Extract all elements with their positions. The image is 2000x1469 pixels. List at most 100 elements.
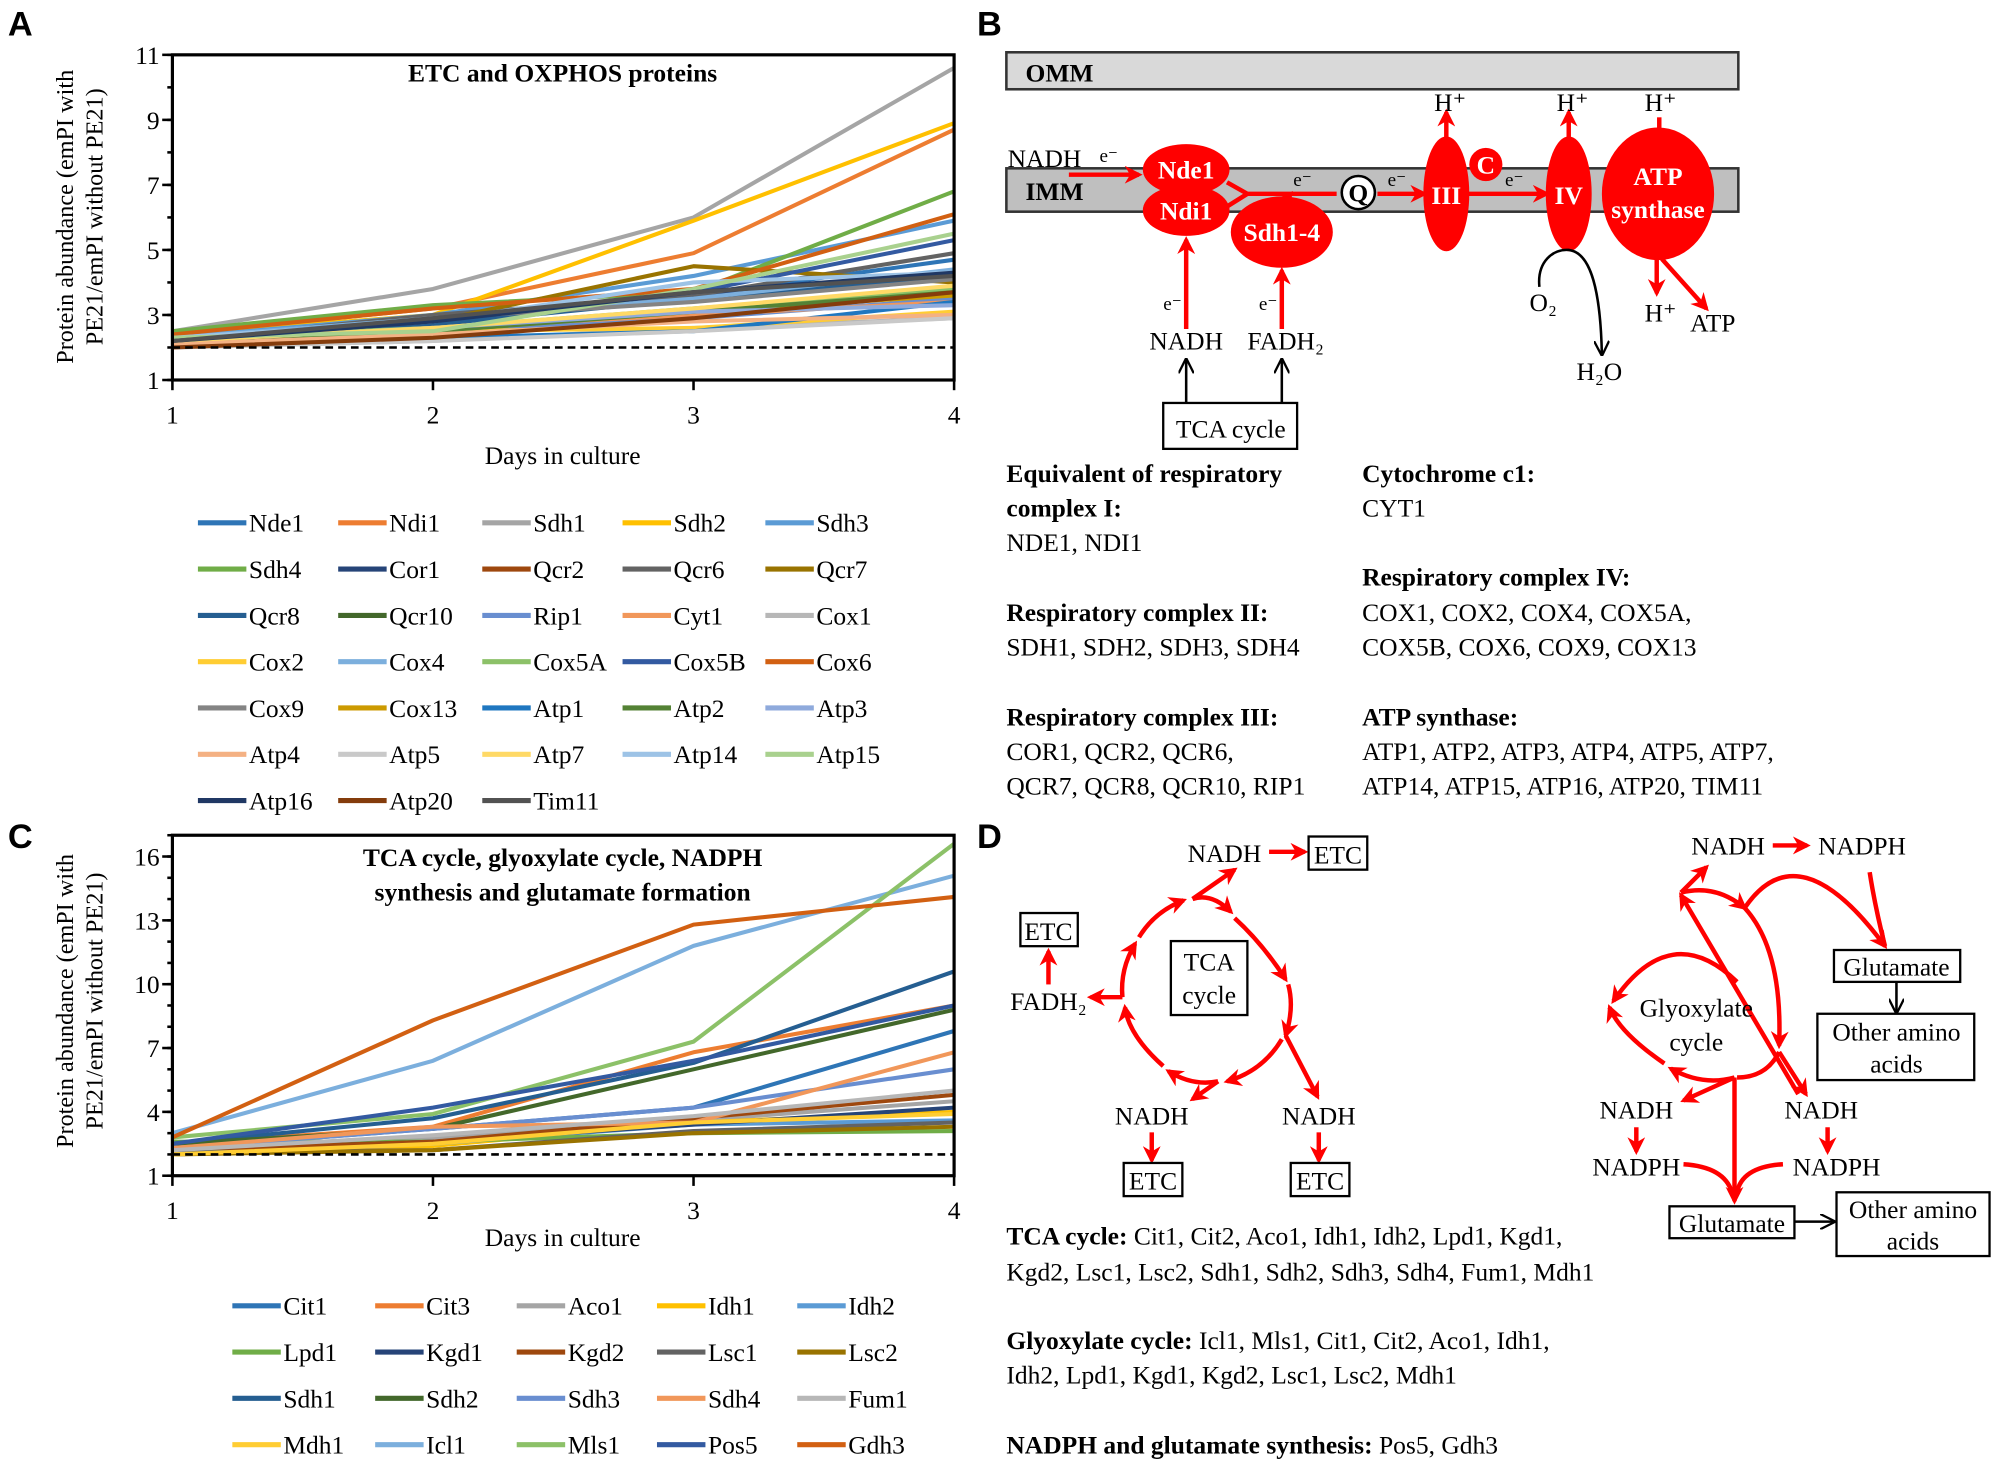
panel-b-protein-lists: Equivalent of respiratory complex I: NDE… (1006, 459, 1773, 800)
chart-a-series-atp15 (172, 231, 955, 340)
chart-c-series-fum1 (172, 1088, 955, 1153)
chart-c-legend-item: Lpd1 (232, 1338, 337, 1367)
proton-label: H⁺ (1645, 298, 1677, 327)
chart-c-legend-item: Sdh1 (232, 1384, 336, 1413)
chart-c-legend-item: Mdh1 (232, 1431, 344, 1460)
chart-a-x-tick-label: 2 (427, 400, 440, 429)
proton-label: H⁺ (1645, 88, 1677, 117)
chart-c-legend-item: Gdh3 (797, 1431, 905, 1460)
chart-c-legend-item: Lsc2 (797, 1338, 898, 1367)
nadh-label: NADH (1784, 1095, 1858, 1124)
glutamate-label: Glutamate (1843, 953, 1949, 982)
glyox-arc (1743, 906, 1789, 1050)
complex-iii-heading: Respiratory complex III: (1006, 703, 1278, 732)
chart-a-legend-item: Atp4 (197, 740, 300, 769)
chart-c-title-line1: TCA cycle, glyoxylate cycle, NADPH (363, 843, 763, 872)
chart-c-series-gdh3 (171, 894, 955, 1140)
chart-c-legend-label: Idh2 (848, 1292, 895, 1321)
chart-c-legend-item: Mls1 (516, 1431, 620, 1460)
other-amino-label: acids (1887, 1227, 1939, 1256)
arrow-to-glutamate (1742, 873, 1888, 950)
omm-membrane (1005, 51, 1740, 91)
chart-a-legend-item: Atp7 (482, 740, 585, 769)
c-label: C (1477, 150, 1495, 179)
imm-label: IMM (1026, 177, 1084, 206)
chart-a-legend-label: Cox5B (674, 648, 746, 677)
arrow-to-nadh (1283, 1034, 1320, 1100)
chart-c-legend-label: Kgd2 (568, 1338, 625, 1367)
chart-a-legend-label: Nde1 (249, 509, 304, 538)
chart-a-legend-item: Cor1 (338, 555, 440, 584)
q-label: Q (1348, 178, 1368, 207)
chart-a-legend-item: Cox13 (338, 694, 457, 723)
tca-label: TCA (1184, 947, 1236, 976)
complex-iii-list: COR1, QCR2, QCR6, (1006, 737, 1233, 766)
glyoxylate-list: Icl1, Mls1, Cit1, Cit2, Aco1, Idh1, (1193, 1326, 1550, 1355)
chart-a-legend-item: Atp5 (338, 740, 440, 769)
chart-a-legend-item: Atp14 (622, 740, 738, 769)
complex-iv-list: COX1, COX2, COX4, COX5A, (1362, 598, 1691, 627)
chart-a-legend-label: Qcr6 (674, 555, 725, 584)
o2-label: O₂ (1530, 288, 1557, 317)
chart-a-y-tick-label: 7 (147, 171, 160, 200)
complex-ii-heading: Respiratory complex II: (1006, 598, 1268, 627)
chart-a-legend-label: Atp15 (816, 740, 880, 769)
chart-a-legend-label: Rip1 (533, 601, 583, 630)
chart-a-legend-item: Sdh4 (197, 555, 302, 584)
complex-i-heading: Equivalent of respiratory (1006, 459, 1282, 488)
tca-arc (1118, 1003, 1165, 1068)
complex-i-list: NDE1, NDI1 (1006, 528, 1142, 557)
chart-a-y-tick-label: 9 (147, 106, 160, 135)
glyox-arc (1680, 888, 1748, 911)
chart-a-legend-label: Atp4 (249, 740, 300, 769)
chart-c-series-pos5 (172, 1003, 955, 1146)
chart-c-legend: Cit1 Cit3 Aco1 Idh1 Idh2 Lpd1 Kgd1 Kgd2 Lsc1 Lsc2… (232, 1292, 908, 1460)
chart-a-legend-label: Atp14 (674, 740, 738, 769)
etc-label: ETC (1129, 1167, 1177, 1196)
chart-c-x-tick-label: 2 (427, 1196, 440, 1225)
arrow-to-nadh (1777, 1050, 1808, 1098)
other-amino-label: Other amino (1849, 1195, 1977, 1224)
chart-c-legend-item: Kgd2 (516, 1338, 625, 1367)
tca-arc (1223, 1038, 1284, 1087)
tca-label: cycle (1182, 981, 1236, 1010)
chart-a-legend-item: Qcr8 (197, 601, 300, 630)
chart-c-legend-label: Gdh3 (848, 1431, 905, 1460)
chart-a-legend-item: Sdh1 (482, 509, 586, 538)
chart-a: ETC and OXPHOS proteins Days in culture … (52, 41, 961, 816)
nadh-label: NADH (1188, 839, 1262, 868)
nadh-label: NADH (1115, 1102, 1189, 1131)
chart-a-legend-item: Qcr6 (622, 555, 725, 584)
chart-a-ylabel-line2: PE21/emPI without PE21) (81, 88, 108, 345)
chart-c-legend-label: Sdh3 (568, 1384, 620, 1413)
chart-a-legend-item: Cox9 (197, 694, 304, 723)
chart-a-legend-item: Atp20 (338, 786, 453, 815)
nadh-external: NADH (1008, 144, 1082, 173)
chart-a-legend-label: Atp20 (389, 786, 453, 815)
chart-c-legend-label: Sdh4 (708, 1384, 761, 1413)
chart-a-x-tick-label: 1 (166, 400, 179, 429)
tca-cycle-label: TCA cycle (1176, 414, 1286, 443)
atp-synthase-list: ATP1, ATP2, ATP3, ATP4, ATP5, ATP7, (1362, 737, 1774, 766)
chart-c-y-tick-label: 10 (134, 970, 160, 999)
chart-a-y-tick-label: 3 (147, 301, 160, 330)
chart-c-legend-label: Lpd1 (283, 1338, 337, 1367)
chart-a-legend-item: Sdh3 (765, 509, 869, 538)
complex-iii-label: III (1431, 181, 1461, 210)
panel-d-protein-lists: TCA cycle: Cit1, Cit2, Aco1, Idh1, Idh2,… (1006, 1222, 1594, 1460)
chart-a-x-tick-label: 3 (687, 400, 700, 429)
glyox-arc (1667, 1066, 1736, 1084)
electron-label: e⁻ (1293, 170, 1312, 191)
etc-box (1307, 835, 1369, 871)
chart-a-legend-item: Nde1 (197, 509, 304, 538)
arrow-to-nadh (1189, 1079, 1220, 1102)
nadph-label: NADPH (1592, 1153, 1680, 1182)
nadph-list-line: NADPH and glutamate synthesis: Pos5, Gdh… (1006, 1431, 1498, 1460)
chart-c-legend-label: Icl1 (426, 1431, 466, 1460)
proton-label: H⁺ (1557, 88, 1589, 117)
chart-c-legend-label: Cit1 (283, 1292, 327, 1321)
ndi1-label: Ndi1 (1160, 196, 1212, 225)
chart-c-x-tick-label: 4 (948, 1196, 961, 1225)
etc-box (1289, 1161, 1351, 1198)
chart-c-legend-label: Aco1 (568, 1292, 623, 1321)
